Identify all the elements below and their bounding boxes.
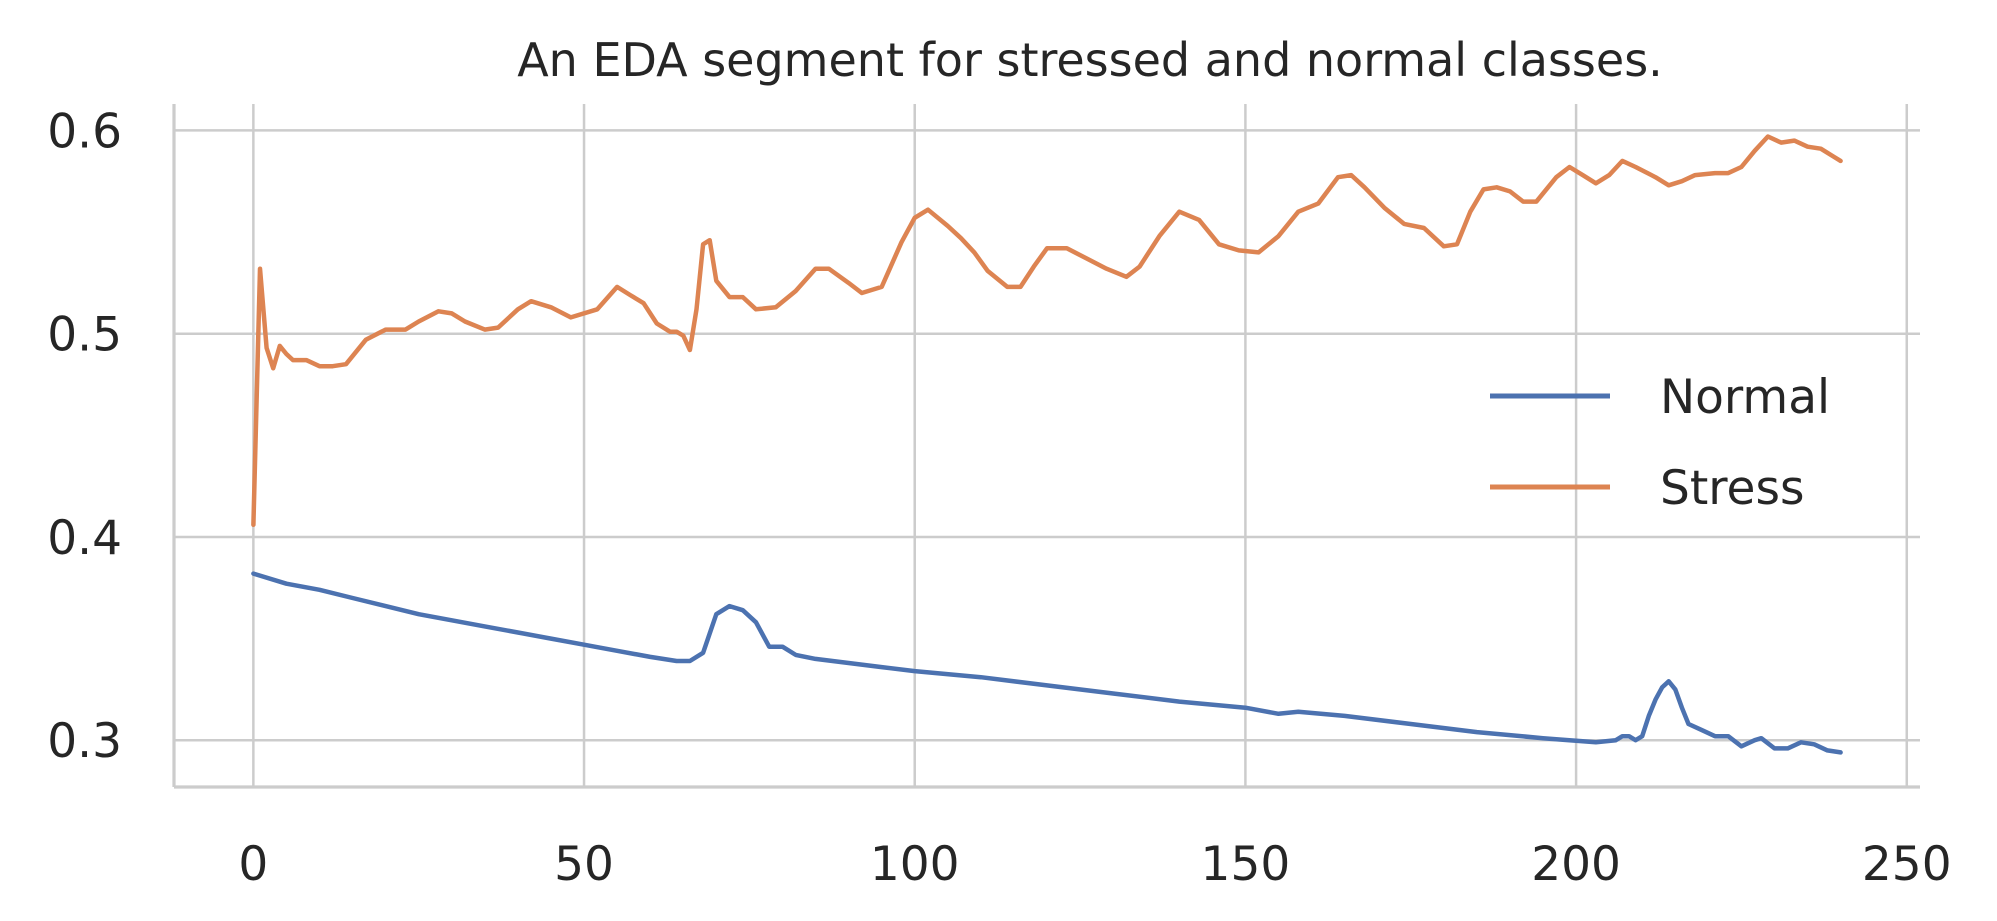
legend-label-normal: Normal [1660,370,1830,425]
series-line-stress [251,134,1843,528]
x-tick-label: 50 [554,837,614,892]
y-tick-label: 0.5 [47,308,122,363]
x-tick-label: 100 [870,837,960,892]
chart-title: An EDA segment for stressed and normal c… [517,33,1663,87]
y-tick-label: 0.4 [47,511,122,566]
axis-spines [172,104,1920,789]
x-tick-labels: 0 50 100 150 200 250 [238,837,1951,892]
x-tick-label: 150 [1201,837,1291,892]
y-tick-label: 0.3 [47,714,122,769]
x-tick-label: 250 [1862,837,1952,892]
y-tick-labels: 0.3 0.4 0.5 0.6 [47,104,122,769]
series-line-normal [251,571,1843,755]
legend: Normal Stress [1490,370,1830,516]
x-tick-label: 200 [1531,837,1621,892]
x-tick-label: 0 [238,837,268,892]
legend-label-stress: Stress [1660,461,1804,516]
series-lines [251,134,1843,755]
y-tick-label: 0.6 [47,104,122,159]
